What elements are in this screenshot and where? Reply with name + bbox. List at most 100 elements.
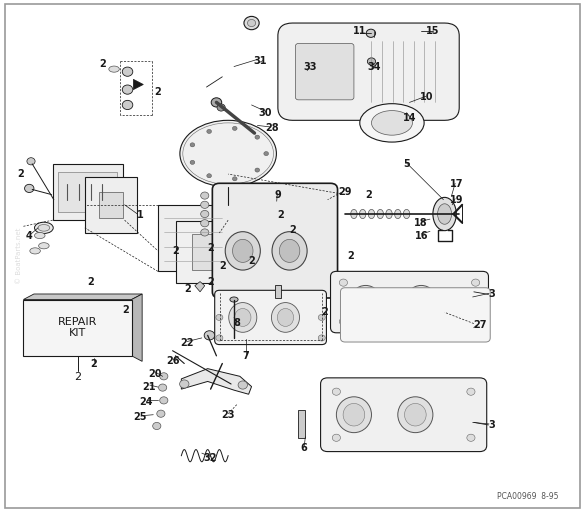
Circle shape: [201, 210, 209, 218]
Bar: [58, 172, 117, 212]
Text: 2: 2: [207, 243, 214, 253]
Text: 19: 19: [449, 195, 463, 205]
Circle shape: [232, 126, 237, 131]
Bar: [275, 285, 281, 298]
Circle shape: [217, 104, 225, 111]
Text: 17: 17: [449, 179, 463, 189]
Ellipse shape: [356, 292, 376, 312]
FancyBboxPatch shape: [331, 271, 488, 333]
Text: 18: 18: [414, 218, 428, 228]
Circle shape: [122, 85, 133, 94]
Circle shape: [255, 168, 260, 172]
Ellipse shape: [38, 224, 50, 231]
Circle shape: [216, 335, 223, 341]
Bar: [158, 205, 228, 271]
Bar: [298, 410, 305, 438]
FancyBboxPatch shape: [295, 44, 354, 100]
Text: 30: 30: [258, 108, 272, 118]
Text: 2: 2: [321, 307, 328, 317]
Text: 2: 2: [74, 372, 81, 382]
Text: 28: 28: [265, 123, 279, 133]
Text: 21: 21: [142, 381, 156, 392]
Text: 3: 3: [488, 420, 495, 430]
Text: 16: 16: [414, 230, 428, 241]
Circle shape: [153, 422, 161, 430]
FancyBboxPatch shape: [321, 378, 487, 452]
Text: 4: 4: [26, 230, 33, 241]
Ellipse shape: [404, 403, 426, 426]
Ellipse shape: [350, 209, 357, 219]
Text: 11: 11: [353, 26, 367, 36]
Text: 8: 8: [233, 317, 240, 328]
Ellipse shape: [343, 403, 365, 426]
Ellipse shape: [229, 303, 257, 332]
Ellipse shape: [371, 111, 412, 135]
Text: 2: 2: [154, 87, 161, 97]
Circle shape: [226, 266, 236, 274]
Circle shape: [232, 177, 237, 181]
Bar: [85, 177, 137, 233]
Circle shape: [472, 279, 480, 286]
Ellipse shape: [35, 222, 53, 233]
Circle shape: [318, 314, 325, 321]
Text: 2: 2: [184, 284, 191, 294]
Circle shape: [216, 314, 223, 321]
Circle shape: [160, 373, 168, 380]
Text: 24: 24: [139, 397, 153, 407]
Text: 2: 2: [207, 276, 214, 287]
Polygon shape: [23, 294, 142, 300]
Ellipse shape: [180, 120, 277, 187]
FancyBboxPatch shape: [215, 290, 326, 345]
Polygon shape: [181, 369, 252, 394]
Ellipse shape: [377, 209, 384, 219]
Ellipse shape: [272, 231, 307, 270]
Text: 2: 2: [17, 169, 24, 179]
Text: 1: 1: [137, 210, 144, 220]
Ellipse shape: [277, 308, 294, 327]
Circle shape: [160, 397, 168, 404]
Text: 23: 23: [221, 410, 235, 420]
Text: 7: 7: [242, 351, 249, 361]
Text: 2: 2: [99, 59, 106, 69]
Circle shape: [122, 100, 133, 110]
Ellipse shape: [398, 397, 433, 433]
Ellipse shape: [232, 240, 253, 262]
Text: 22: 22: [180, 338, 194, 348]
Ellipse shape: [433, 198, 456, 230]
Ellipse shape: [386, 209, 392, 219]
Ellipse shape: [360, 103, 424, 142]
Polygon shape: [132, 294, 142, 361]
Text: 2: 2: [347, 251, 355, 261]
Text: 5: 5: [403, 159, 410, 169]
Circle shape: [201, 220, 209, 227]
Ellipse shape: [39, 243, 49, 249]
Circle shape: [332, 434, 340, 441]
Ellipse shape: [404, 209, 410, 219]
Text: 26: 26: [166, 356, 180, 366]
Circle shape: [332, 388, 340, 395]
FancyBboxPatch shape: [278, 23, 459, 120]
FancyBboxPatch shape: [212, 183, 338, 298]
Circle shape: [238, 381, 247, 389]
Text: 34: 34: [367, 61, 381, 72]
Circle shape: [157, 410, 165, 417]
Circle shape: [366, 29, 376, 37]
Polygon shape: [195, 282, 205, 292]
Circle shape: [122, 67, 133, 76]
Text: 2: 2: [87, 276, 94, 287]
Ellipse shape: [30, 248, 40, 254]
Circle shape: [207, 130, 212, 134]
Polygon shape: [133, 79, 143, 90]
Text: 9: 9: [274, 189, 281, 200]
Bar: [176, 221, 240, 283]
Text: 2: 2: [277, 210, 284, 220]
Text: REPAIR
KIT: REPAIR KIT: [58, 317, 97, 338]
Text: 6: 6: [301, 443, 308, 453]
Bar: [99, 192, 123, 218]
Ellipse shape: [235, 308, 251, 327]
Text: 10: 10: [420, 92, 434, 102]
Circle shape: [25, 184, 34, 193]
Text: 14: 14: [402, 113, 417, 123]
Circle shape: [467, 434, 475, 441]
Bar: [225, 203, 232, 212]
